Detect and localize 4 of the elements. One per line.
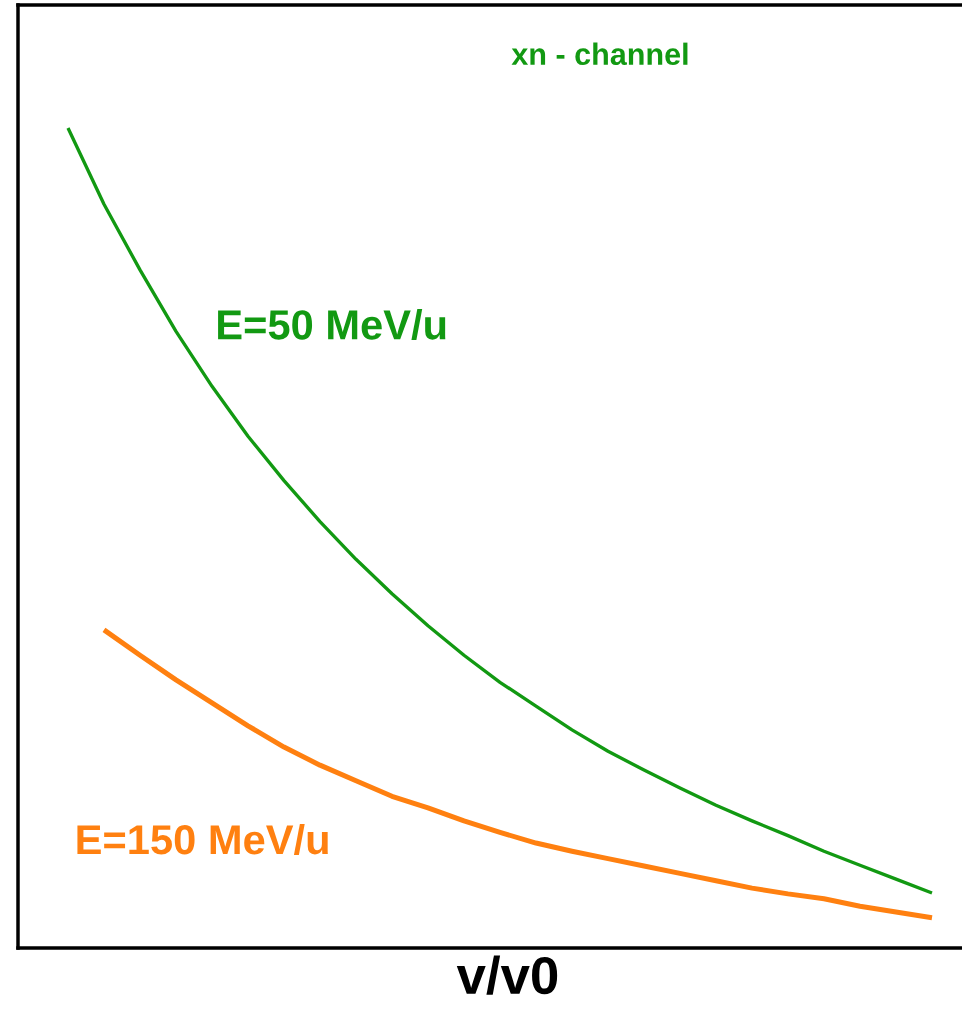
series-label: E=150 MeV/u xyxy=(77,823,328,855)
chart-title: xn - channel xyxy=(511,42,688,66)
series-label: E=50 MeV/u xyxy=(218,309,446,341)
x-axis-title: v/v0 xyxy=(456,955,558,995)
